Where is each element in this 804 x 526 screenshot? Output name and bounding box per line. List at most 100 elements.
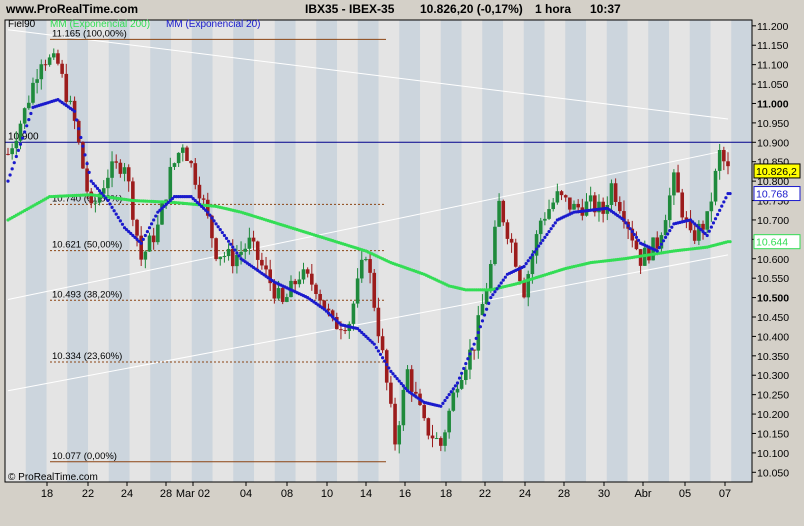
ema20-point [322, 307, 326, 311]
ema20-point [668, 229, 672, 233]
ema20-point [133, 235, 137, 240]
y-tick-label: 10.250 [757, 390, 789, 402]
y-tick-label: 10.300 [757, 370, 789, 382]
candle-body [634, 240, 639, 250]
x-axis: 18 22 24 28 Mar 02 04 08 10 14 16 18 22 24 28 30 Abr 05 0… [41, 482, 731, 500]
ema20-point [462, 366, 466, 371]
candle-body [713, 170, 718, 202]
y-tick-label: 10.200 [757, 409, 789, 421]
candle-body [280, 288, 285, 302]
ema20-point [226, 239, 231, 243]
ema20-point [632, 232, 636, 237]
ema20-point [695, 224, 699, 228]
candle-body [247, 237, 252, 249]
x-tick-label: 30 [598, 488, 610, 500]
day-band [46, 20, 68, 482]
candle-body [285, 297, 289, 302]
day-band [67, 20, 89, 482]
ema20-point [118, 219, 122, 223]
candle-body [501, 200, 506, 223]
ema20-point [20, 136, 25, 140]
candle-body [276, 288, 281, 299]
y-tick-label: 10.050 [757, 467, 789, 479]
ema20-point [551, 224, 555, 228]
ema20-point [14, 154, 18, 159]
ema20-point [693, 222, 697, 226]
x-tick-label: 10 [321, 488, 333, 500]
grid [752, 25, 756, 473]
ema20-point [636, 238, 641, 242]
price-tag-label: 10.644 [756, 237, 788, 249]
ema20-point [208, 213, 212, 217]
ema20-point [634, 235, 639, 240]
day-band [606, 20, 628, 482]
ema20-point [493, 290, 497, 294]
x-tick-label: 07 [719, 488, 731, 500]
candle-body [667, 195, 672, 221]
y-tick-label: 10.500 [757, 293, 789, 305]
horizontal-line-label: 10.900 [8, 131, 39, 142]
candle-body [543, 218, 547, 221]
candle-body [692, 230, 697, 241]
y-tick-label: 10.950 [757, 118, 789, 130]
ema20-point [691, 220, 695, 224]
candle-body [214, 238, 218, 260]
price-tags: 10.826,2 10.768 10.644 [753, 163, 801, 250]
candle-body [405, 369, 410, 390]
ema20-point [89, 179, 93, 183]
ema20-point [122, 226, 127, 230]
day-band [420, 20, 442, 482]
candle-body [430, 435, 435, 439]
ema20-point [6, 179, 10, 183]
candle-body [305, 269, 310, 274]
ema20-point [709, 225, 713, 229]
candle-body [447, 410, 451, 433]
ema20-point [728, 191, 732, 196]
candle-body [39, 64, 44, 80]
ema20-point [75, 118, 79, 122]
day-band [689, 20, 711, 482]
x-tick-label: Abr [634, 488, 651, 500]
time-label: 10:37 [590, 2, 621, 16]
ema20-point [666, 232, 670, 236]
day-band [171, 20, 193, 482]
ema20-point [539, 241, 543, 245]
candle-body [97, 193, 102, 203]
candle-body [22, 108, 27, 124]
candle-body [439, 438, 443, 446]
candle-body [472, 349, 476, 351]
ema20-point [220, 230, 224, 235]
x-tick-label: 05 [679, 488, 691, 500]
ema20-point [29, 111, 33, 116]
x-tick-label: 08 [281, 488, 293, 500]
candle-body [201, 198, 206, 200]
ema20-point [383, 359, 387, 363]
candle-body [443, 432, 447, 446]
candle-body [593, 195, 597, 213]
candle-body [613, 183, 618, 202]
candle-body [151, 235, 156, 243]
ema20-point [526, 259, 530, 263]
ema20-point [553, 221, 557, 225]
candle-body [397, 425, 402, 445]
ema20-point [720, 204, 724, 208]
candle-body [135, 219, 139, 236]
candle-body [235, 254, 239, 267]
ema20-point [447, 393, 451, 397]
y-tick-label: 10.100 [757, 448, 789, 460]
candle-body [409, 369, 414, 392]
candle-body [210, 215, 214, 239]
ema20-point [441, 401, 445, 405]
ema20-point [457, 376, 462, 380]
ema20-point [141, 237, 145, 241]
candle-body [301, 269, 306, 280]
candle-body [459, 380, 464, 389]
ema20-point [331, 315, 335, 319]
site-name[interactable]: www.ProRealTime.com [6, 2, 139, 16]
ema20-point [495, 287, 499, 291]
ema20-point [156, 210, 160, 214]
ema20-point [106, 198, 110, 203]
ema20-point [204, 208, 208, 212]
timeframe-label[interactable]: 1 hora [535, 2, 572, 16]
